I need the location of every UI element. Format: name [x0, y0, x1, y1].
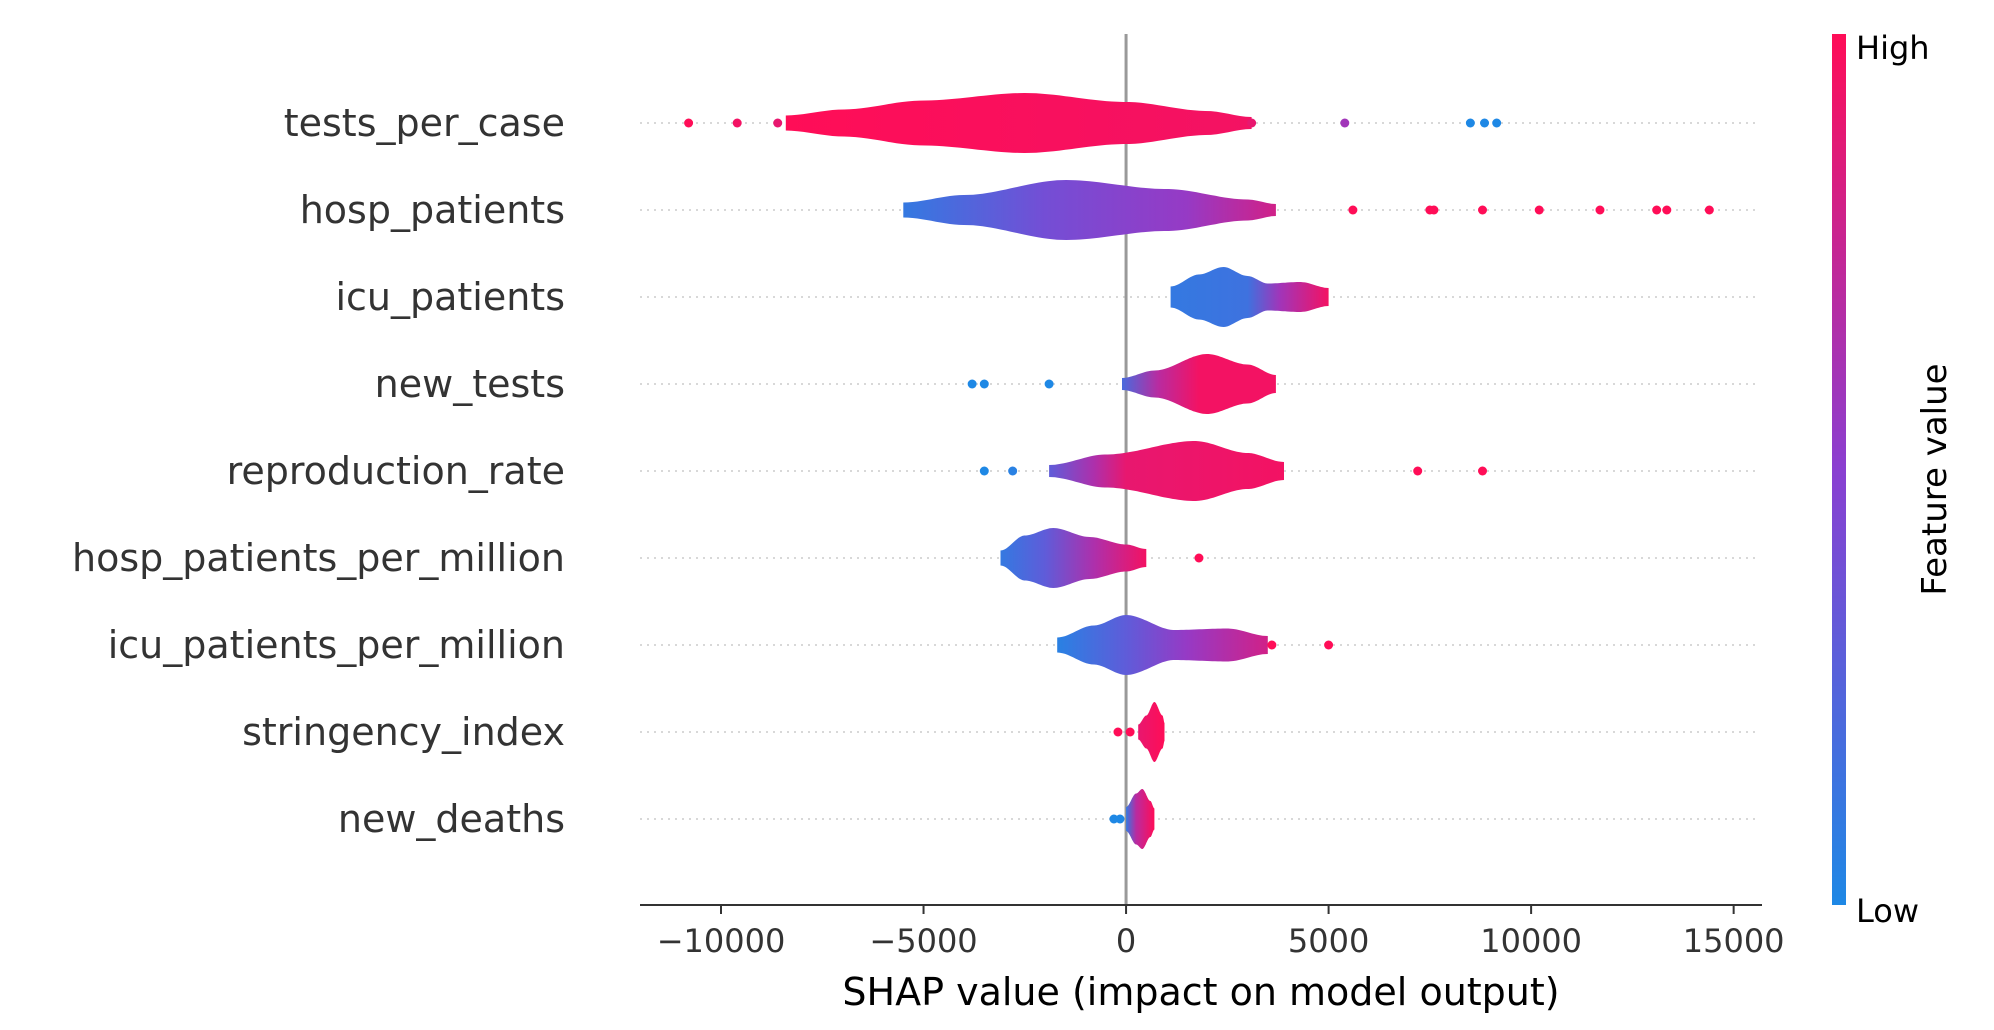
outlier-point	[1595, 205, 1605, 215]
colorbar-low-label: Low	[1856, 892, 1919, 930]
feature-label-icu-patients: icu_patients	[335, 275, 565, 319]
colorbar-title: Feature value	[1915, 363, 1955, 595]
outlier-point	[1413, 466, 1423, 476]
outlier-point	[1267, 640, 1277, 650]
x-tick-label: −5000	[869, 922, 977, 960]
outlier-point	[979, 379, 989, 389]
outlier-point	[1534, 205, 1544, 215]
outlier-point	[1478, 466, 1488, 476]
outlier-point	[1115, 814, 1125, 824]
outlier-points	[684, 118, 1714, 824]
outlier-point	[1324, 640, 1334, 650]
outlier-point	[1340, 118, 1350, 128]
feature-label-tests-per-case: tests_per_case	[284, 101, 565, 145]
x-tick-label: 0	[1116, 922, 1136, 960]
feature-label-reproduction-rate: reproduction_rate	[227, 449, 565, 493]
feature-label-hosp-patients-per-million: hosp_patients_per_million	[72, 536, 565, 580]
violin-stringency-index	[1138, 702, 1165, 762]
outlier-point	[1704, 205, 1714, 215]
outlier-point	[1113, 727, 1123, 737]
outlier-point	[1125, 727, 1135, 737]
x-tick-label: 15000	[1683, 922, 1785, 960]
outlier-point	[1478, 205, 1488, 215]
x-tick-label: 5000	[1288, 922, 1369, 960]
outlier-point	[1492, 118, 1502, 128]
feature-label-hosp-patients: hosp_patients	[300, 188, 565, 232]
colorbar	[1832, 34, 1846, 905]
outlier-point	[1008, 466, 1018, 476]
violin-icu-patients	[1170, 267, 1329, 327]
feature-labels: tests_per_case hosp_patients icu_patientsn…	[72, 101, 565, 841]
feature-label-new-deaths: new_deaths	[338, 797, 565, 841]
outlier-point	[1348, 205, 1358, 215]
outlier-point	[1652, 205, 1662, 215]
x-tick-label: −10000	[657, 922, 786, 960]
violin-icu-patients-per-million	[1057, 615, 1268, 675]
colorbar-high-label: High	[1856, 29, 1930, 67]
violin-hosp-patients-per-million	[1000, 528, 1147, 588]
outlier-point	[1044, 379, 1054, 389]
feature-label-stringency-index: stringency_index	[242, 710, 565, 754]
outlier-point	[684, 118, 694, 128]
x-ticks: −10000 −5000 0 5000 10000 15000	[657, 905, 1785, 960]
outlier-point	[979, 466, 989, 476]
violin-new-tests	[1122, 354, 1276, 414]
violin-tests-per-case	[785, 93, 1252, 153]
outlier-point	[1465, 118, 1475, 128]
outlier-point	[1662, 205, 1672, 215]
outlier-point	[1429, 205, 1439, 215]
violin-hosp-patients	[903, 180, 1276, 240]
feature-label-new-tests: new_tests	[375, 362, 565, 406]
violin-reproduction-rate	[1049, 441, 1284, 501]
x-axis-label: SHAP value (impact on model output)	[842, 970, 1559, 1014]
violin-new-deaths	[1126, 789, 1155, 849]
outlier-point	[967, 379, 977, 389]
violins	[785, 93, 1329, 849]
outlier-point	[1194, 553, 1204, 563]
outlier-point	[773, 118, 783, 128]
outlier-point	[732, 118, 742, 128]
outlier-point	[1247, 118, 1257, 128]
outlier-point	[1480, 118, 1490, 128]
feature-label-icu-patients-per-million: icu_patients_per_million	[108, 623, 565, 667]
x-tick-label: 10000	[1480, 922, 1582, 960]
